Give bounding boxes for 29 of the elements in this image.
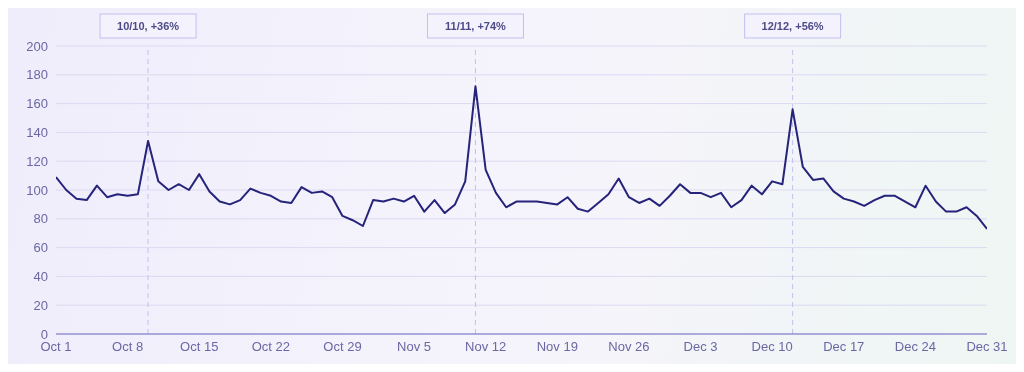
y-tick-label: 180 <box>26 67 48 83</box>
x-tick-label: Oct 8 <box>112 339 144 355</box>
x-tick-label: Dec 10 <box>751 339 793 355</box>
x-tick-label: Oct 29 <box>323 339 362 355</box>
y-tick-label: 20 <box>33 297 48 313</box>
line-series <box>56 85 987 230</box>
y-tick-label: 80 <box>33 211 48 227</box>
x-tick-label: Dec 17 <box>823 339 865 355</box>
x-tick-label: Nov 5 <box>397 339 432 355</box>
x-tick-label: Dec 3 <box>683 339 718 355</box>
y-tick-label: 160 <box>26 96 48 112</box>
ref-line-label: 10/10, +36% <box>117 20 180 32</box>
x-tick-label: Nov 19 <box>536 339 578 355</box>
x-tick-label: Oct 1 <box>40 339 72 355</box>
y-tick-label: 200 <box>26 38 48 54</box>
x-tick-label: Oct 22 <box>251 339 290 355</box>
x-tick-label: Dec 24 <box>894 339 936 355</box>
ref-line-label: 12/12, +56% <box>761 20 824 32</box>
y-tick-label: 100 <box>26 182 48 198</box>
x-tick-label: Nov 26 <box>608 339 650 355</box>
y-tick-label: 40 <box>33 269 48 285</box>
x-tick-label: Oct 15 <box>180 339 219 355</box>
y-tick-label: 60 <box>33 240 48 256</box>
y-tick-label: 120 <box>26 153 48 169</box>
y-tick-label: 140 <box>26 125 48 141</box>
x-tick-label: Dec 31 <box>966 339 1008 355</box>
y-tick-label: 0 <box>40 326 48 342</box>
ref-line-label: 11/11, +74% <box>445 20 507 32</box>
x-tick-label: Nov 12 <box>465 339 507 355</box>
